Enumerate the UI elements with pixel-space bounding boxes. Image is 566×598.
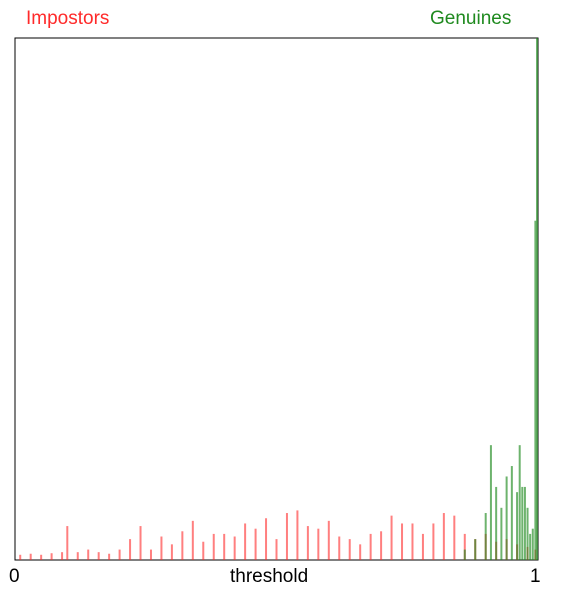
impostors-bar <box>296 510 298 560</box>
impostors-bar <box>171 544 173 560</box>
impostors-bar <box>411 523 413 560</box>
genuines-bar <box>536 38 538 560</box>
genuines-bar <box>529 534 531 560</box>
impostors-bar <box>119 550 121 560</box>
impostors-bar <box>19 555 21 560</box>
impostors-bar <box>51 553 53 560</box>
impostors-bar <box>432 523 434 560</box>
impostors-bar <box>328 521 330 560</box>
impostors-bar <box>30 554 32 560</box>
impostors-bar <box>401 523 403 560</box>
impostors-bar <box>286 513 288 560</box>
genuines-bar <box>524 487 526 560</box>
impostors-bar <box>61 552 63 560</box>
impostors-bar <box>213 534 215 560</box>
impostors-bar <box>140 526 142 560</box>
impostors-bar <box>40 555 42 560</box>
impostors-bar <box>370 534 372 560</box>
impostors-bar <box>380 531 382 560</box>
impostors-bar <box>66 526 68 560</box>
impostors-bar <box>349 539 351 560</box>
genuines-bar <box>490 445 492 560</box>
x-axis-label: threshold <box>230 566 308 588</box>
impostors-bar <box>87 550 89 560</box>
impostors-bar <box>338 537 340 560</box>
impostors-bar <box>108 554 110 560</box>
genuines-bar <box>495 487 497 560</box>
impostors-bar <box>77 552 79 560</box>
genuines-bar <box>500 508 502 560</box>
genuines-bar <box>532 529 534 560</box>
impostors-bar <box>181 531 183 560</box>
genuines-bar <box>485 513 487 560</box>
impostors-bar <box>150 550 152 560</box>
genuines-bar <box>521 487 523 560</box>
impostors-bar <box>359 544 361 560</box>
genuines-bar <box>519 445 521 560</box>
genuines-bar <box>464 550 466 560</box>
impostors-bar <box>160 537 162 560</box>
impostors-bar <box>443 513 445 560</box>
impostors-bar <box>234 537 236 560</box>
impostors-bar <box>202 542 204 560</box>
impostors-bar <box>422 534 424 560</box>
impostors-bar <box>317 529 319 560</box>
impostors-bar <box>265 518 267 560</box>
genuines-bar <box>506 476 508 560</box>
plot-frame <box>15 38 538 560</box>
impostors-bar <box>276 539 278 560</box>
genuines-bar <box>516 492 518 560</box>
impostors-bar <box>453 516 455 560</box>
impostors-bar <box>244 523 246 560</box>
genuines-bar <box>527 508 529 560</box>
impostors-bar <box>255 529 257 560</box>
x-tick-1: 1 <box>530 566 541 588</box>
impostors-bar <box>192 521 194 560</box>
impostors-bar <box>307 526 309 560</box>
genuines-bar <box>511 466 513 560</box>
impostors-bar <box>223 534 225 560</box>
x-tick-0: 0 <box>9 566 20 588</box>
impostors-bar <box>129 539 131 560</box>
genuines-bar <box>474 539 476 560</box>
impostors-bar <box>391 516 393 560</box>
impostors-bar <box>98 552 100 560</box>
